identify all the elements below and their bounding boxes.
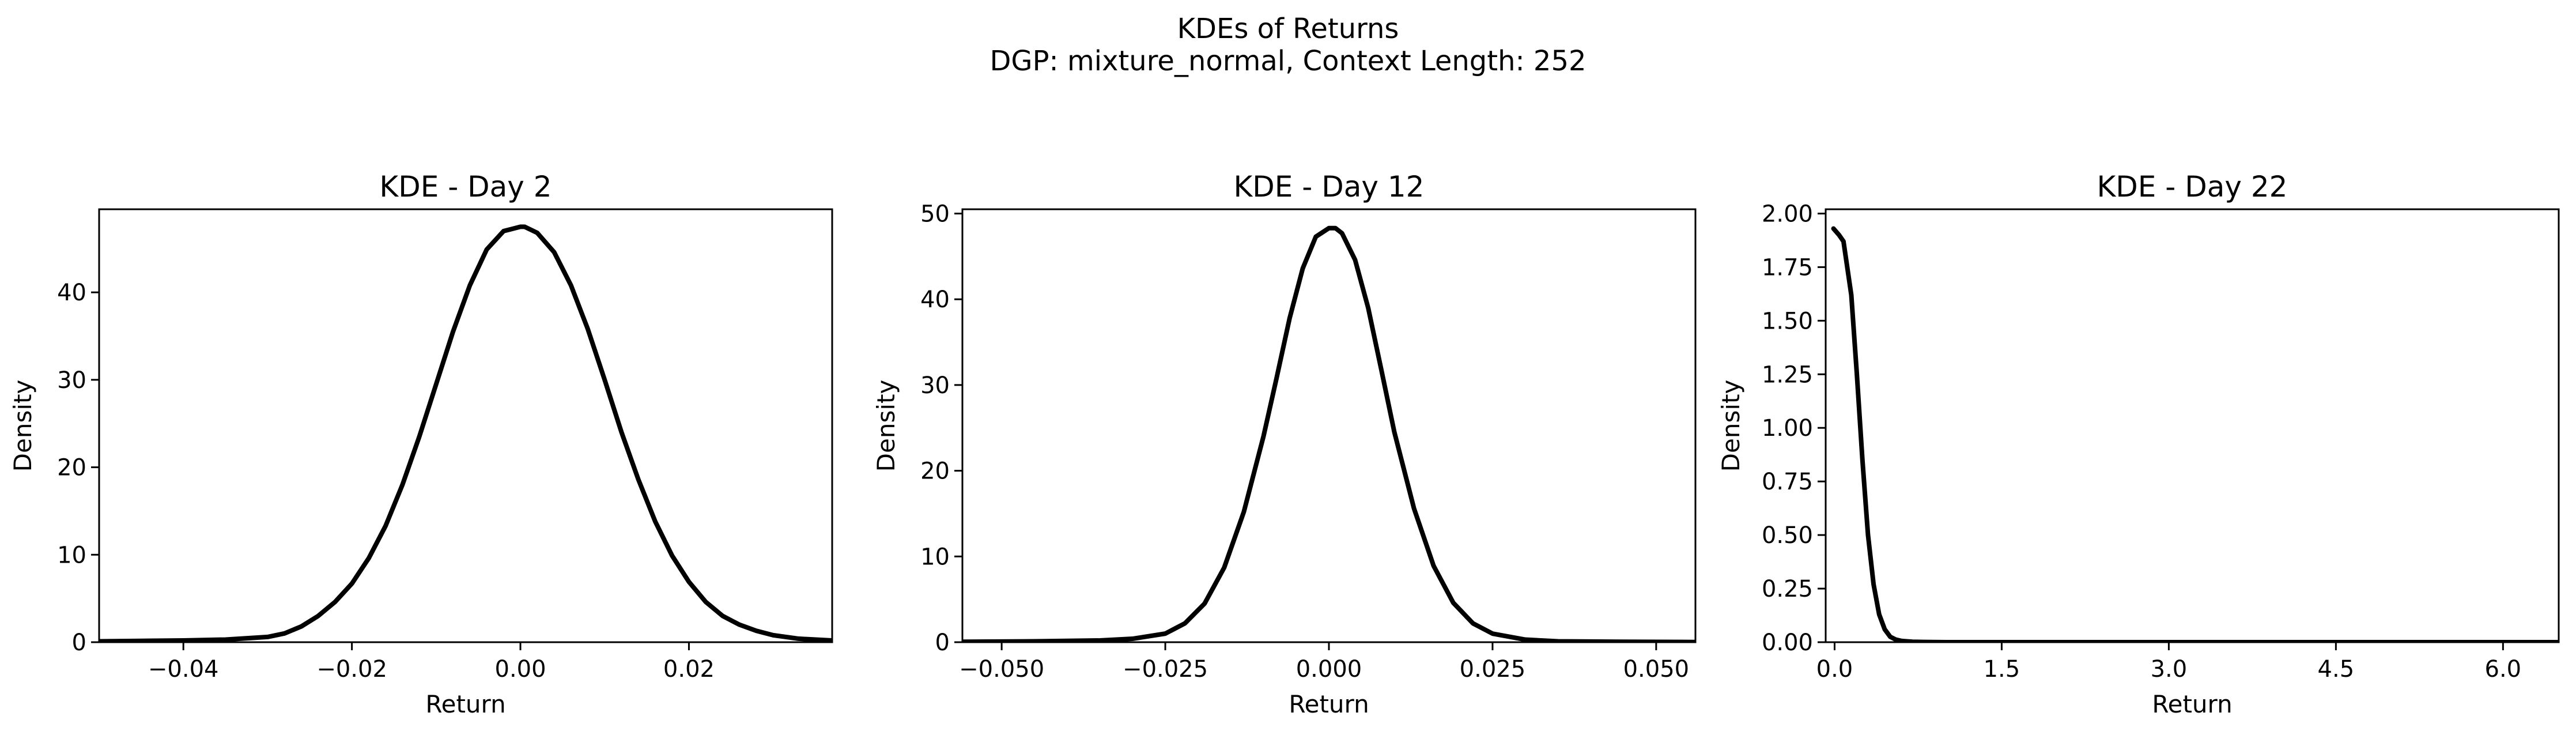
y-axis-label: Density: [1717, 380, 1745, 472]
y-tick-label: 0.50: [1762, 522, 1813, 549]
suptitle-line-2: DGP: mixture_normal, Context Length: 252: [989, 45, 1586, 77]
x-tick-label: 3.0: [2151, 656, 2188, 683]
x-tick-label: 0.000: [1296, 656, 1362, 683]
y-tick-label: 20: [920, 458, 950, 485]
x-tick-label: −0.025: [1123, 656, 1208, 683]
subplot-1: −0.04 −0.02 0.00 0.02 0 10 20 30 40 KDE - Day 2 Re…: [9, 170, 833, 718]
x-tick-label: 0.02: [663, 656, 715, 683]
y-tick-label: 30: [920, 372, 950, 399]
suptitle-line-1: KDEs of Returns: [1177, 13, 1399, 45]
x-tick-label: 0.025: [1460, 656, 1526, 683]
x-tick-label: −0.02: [316, 656, 387, 683]
x-tick-label: 0.050: [1623, 656, 1690, 683]
y-tick-label: 1.25: [1762, 361, 1813, 388]
y-tick-label: 0: [72, 630, 86, 656]
x-axis-label: Return: [425, 690, 505, 718]
subplot-3: 0.0 1.5 3.0 4.5 6.0 0.00 0.25 0.50 0.75 1.00 1.25 1…: [1717, 170, 2560, 718]
kde-curve-1: [99, 224, 832, 642]
y-tick-label: 1.75: [1762, 254, 1813, 281]
y-tick-label: 10: [57, 542, 86, 568]
x-axis-label: Return: [1289, 690, 1369, 718]
x-tick-label: −0.04: [148, 656, 219, 683]
y-tick-label: 1.00: [1762, 415, 1813, 442]
y-axis-label: Density: [9, 380, 37, 472]
kde-curve-2: [962, 225, 1695, 642]
y-tick-label: 40: [57, 280, 86, 306]
x-tick-label: 0.0: [1816, 656, 1853, 683]
kde-curve-3: [1831, 226, 2559, 642]
plot-frame: [98, 208, 833, 643]
y-tick-label: 0.00: [1762, 630, 1813, 656]
x-tick-label: −0.050: [959, 656, 1044, 683]
x-axis-label: Return: [2152, 690, 2232, 718]
x-tick-label: 4.5: [2318, 656, 2355, 683]
y-tick-label: 20: [57, 455, 86, 481]
x-tick-label: 1.5: [1984, 656, 2020, 683]
y-tick-label: 50: [920, 201, 950, 227]
x-tick-label: 0.00: [495, 656, 546, 683]
y-axis-label: Density: [872, 380, 900, 472]
y-tick-label: 0.75: [1762, 469, 1813, 495]
y-tick-label: 10: [920, 544, 950, 570]
subplot-title: KDE - Day 2: [379, 170, 552, 203]
plot-frame: [1825, 208, 2560, 643]
subplot-title: KDE - Day 12: [1234, 170, 1425, 203]
y-tick-label: 30: [57, 367, 86, 394]
y-tick-label: 0.25: [1762, 576, 1813, 602]
y-tick-label: 1.50: [1762, 308, 1813, 334]
subplot-title: KDE - Day 22: [2097, 170, 2288, 203]
y-tick-label: 0: [935, 630, 950, 656]
x-tick-label: 6.0: [2485, 656, 2522, 683]
y-tick-label: 2.00: [1762, 201, 1813, 227]
subplot-2: −0.050 −0.025 0.000 0.025 0.050 0 10 20 30 40 50 KD…: [872, 170, 1697, 718]
y-tick-label: 40: [920, 287, 950, 313]
